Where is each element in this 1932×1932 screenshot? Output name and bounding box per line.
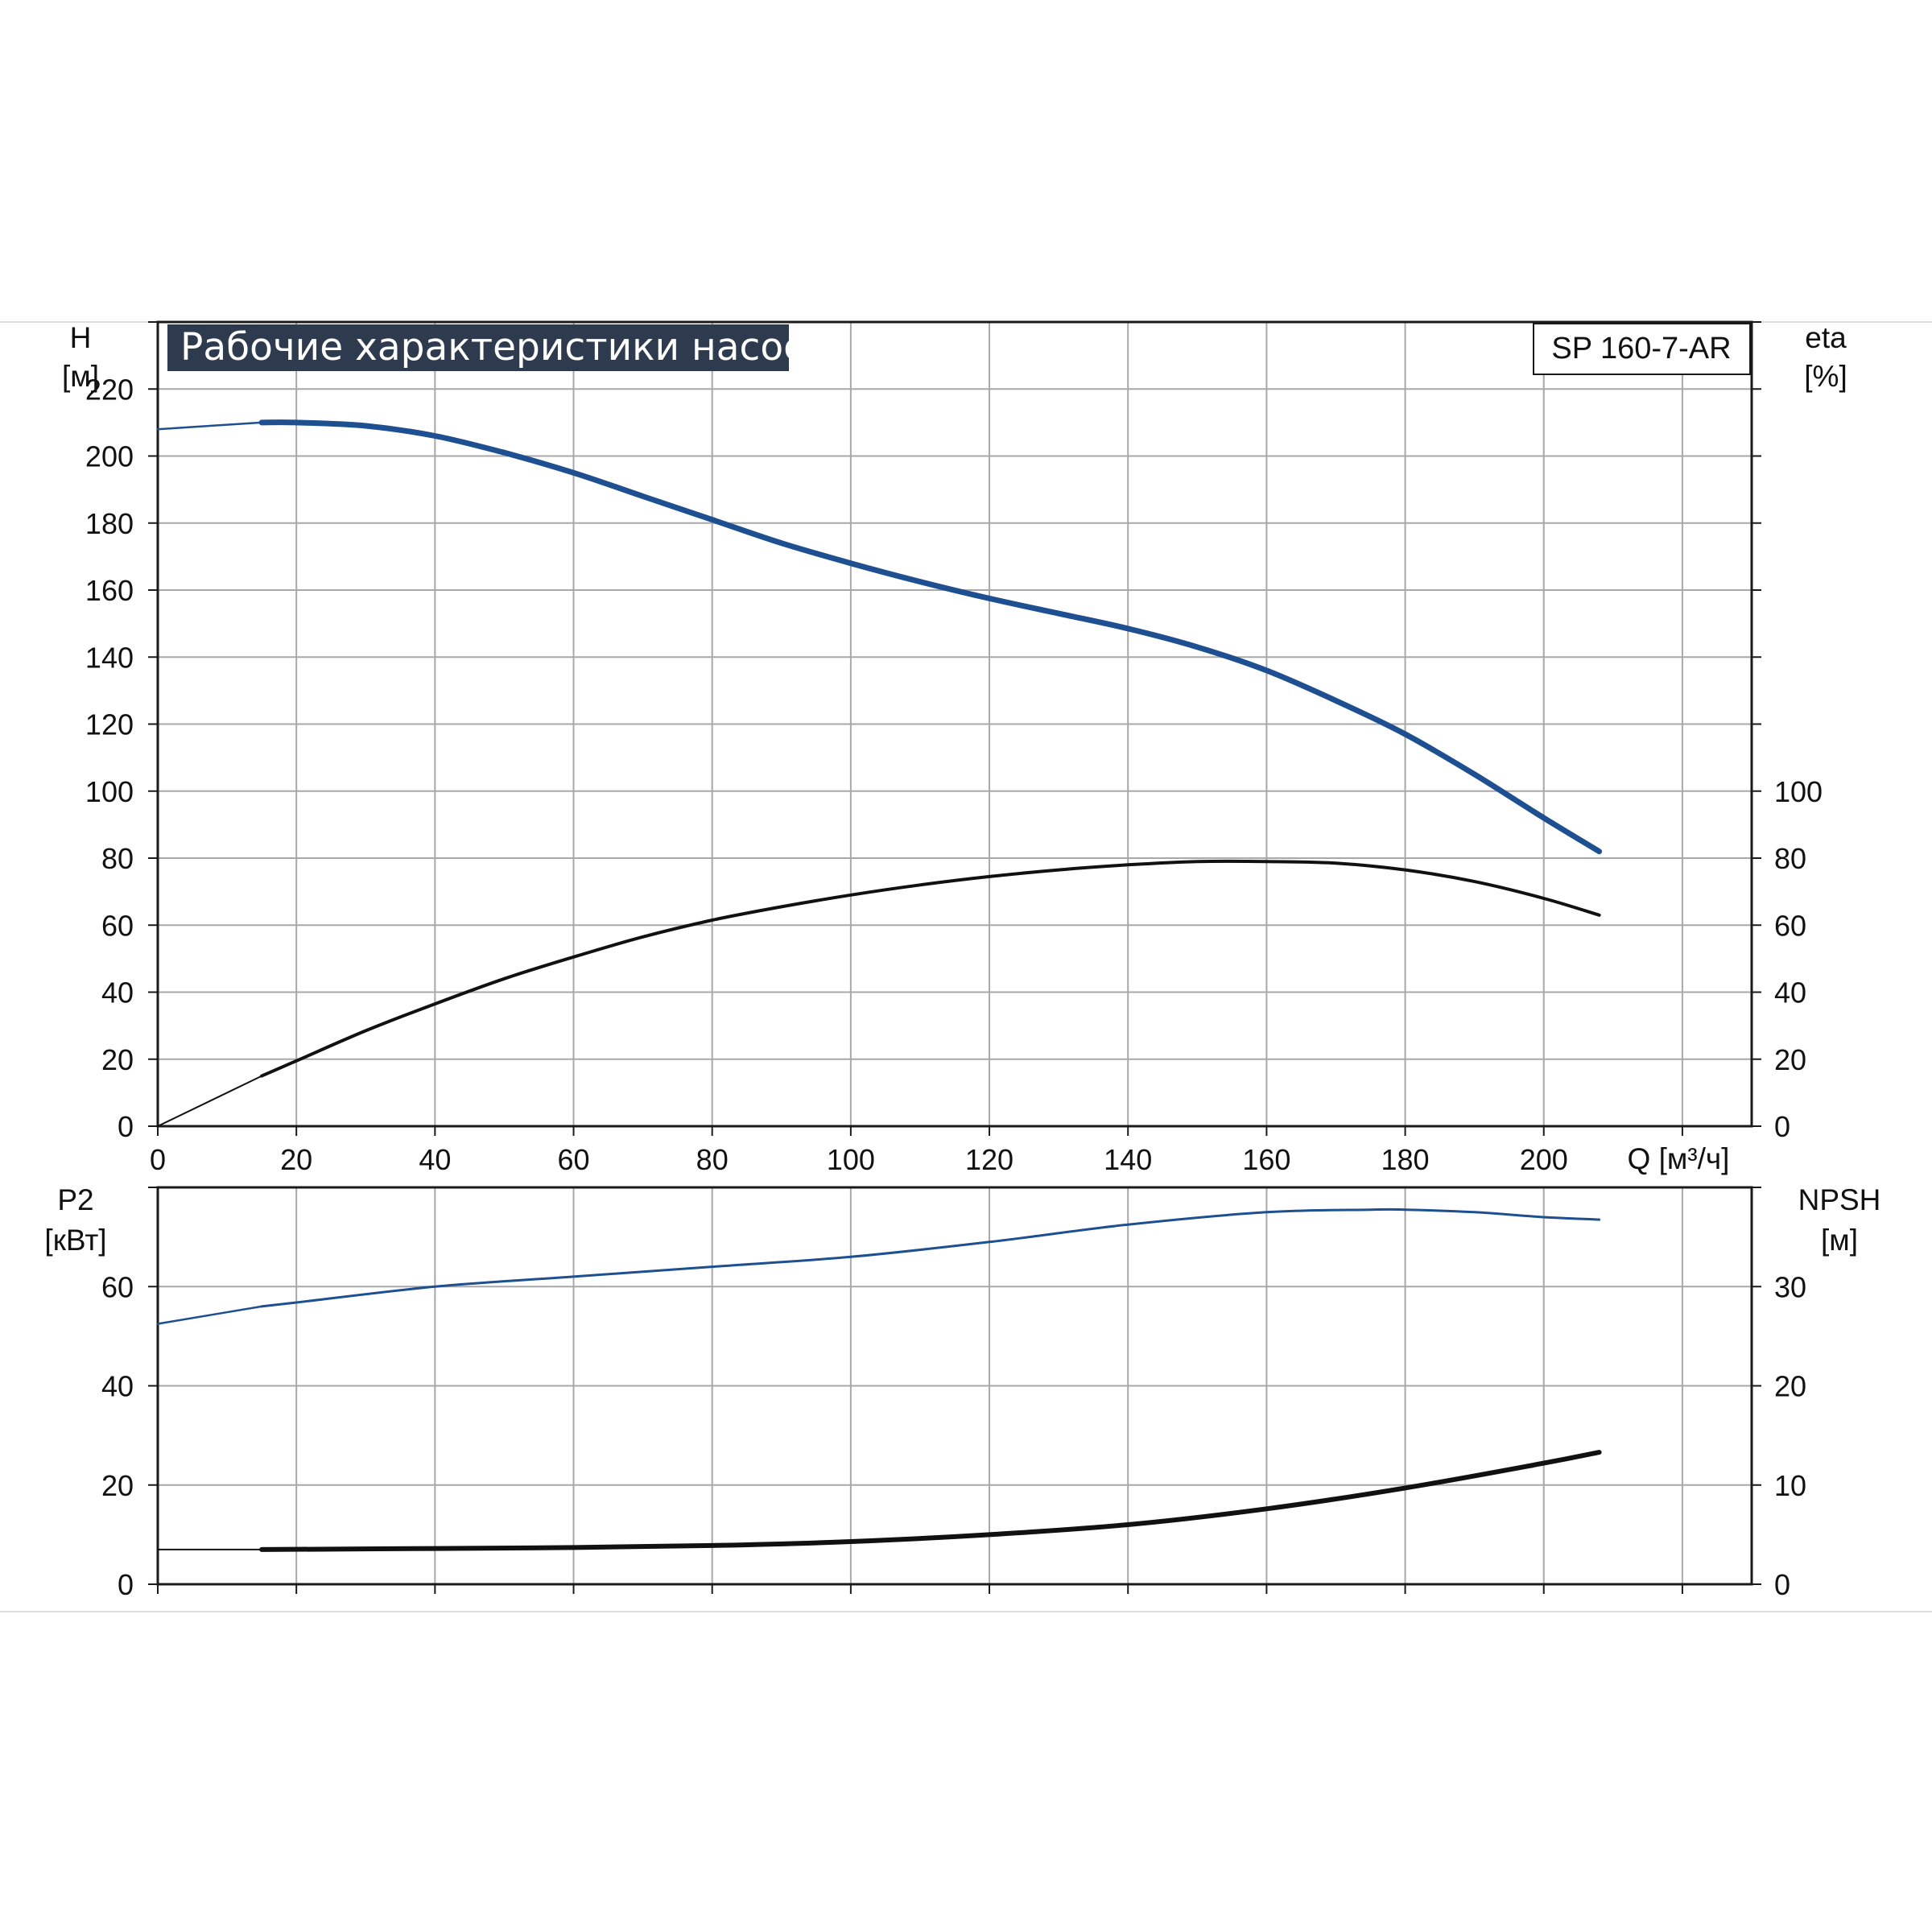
flow-axis-title: Q [м³/ч] [1628,1142,1730,1175]
head-chart-ticks: 0 20 40 60 80 100 120 140 160 180 2000204060801001… [85,321,1823,1176]
npsh-axis-unit: [м] [1821,1224,1858,1257]
efficiency-axis-unit: [%] [1804,360,1847,393]
efficiency-tick-label: 60 [1774,909,1806,942]
power-tick-label: 0 [118,1568,134,1601]
head-tick-label: 120 [85,708,134,741]
series-layer [156,419,1603,1552]
npsh-tick-label: 0 [1774,1568,1790,1601]
npsh-tick-label: 20 [1774,1370,1806,1403]
power-axis-unit: [кВт] [44,1224,106,1257]
head-axis-unit: [м] [62,360,99,393]
efficiency-curve [260,859,1601,1078]
power-curve-extension [156,1305,263,1325]
head-tick-label: 0 [118,1110,134,1143]
x-tick-label: 180 [1381,1143,1430,1176]
x-tick-label: 20 [280,1143,312,1176]
x-tick-label: 160 [1242,1143,1290,1176]
head-tick-label: 20 [101,1043,134,1076]
x-tick-label: 200 [1520,1143,1568,1176]
head-tick-label: 60 [101,909,134,942]
head-tick-label: 220 [85,373,134,406]
power-chart-ticks: 0 20 40 60 0 10 20 30 [101,1187,1806,1601]
x-tick-label: 140 [1104,1143,1152,1176]
head-axis-title: H [70,321,92,354]
x-tick-label: 60 [557,1143,589,1176]
power-tick-label: 60 [101,1270,134,1303]
head-curve [258,419,1603,855]
x-tick-label: 40 [419,1143,451,1176]
npsh-axis-title: NPSH [1798,1183,1881,1216]
head-tick-label: 80 [101,842,134,875]
npsh-curve [259,1450,1602,1552]
head-tick-label: 140 [85,641,134,674]
model-label: SP 160-7-AR [1551,332,1731,365]
head-tick-label: 200 [85,440,134,473]
model-box [1533,323,1751,375]
efficiency-axis-title: eta [1805,321,1847,354]
title-banner [167,324,789,371]
x-tick-label: 0 [150,1143,166,1176]
npsh-tick-label: 30 [1774,1270,1806,1303]
efficiency-curve-extension [157,1075,263,1127]
head-chart-grid [157,321,1752,1127]
x-tick-label: 80 [696,1143,729,1176]
efficiency-tick-label: 80 [1774,842,1806,875]
npsh-tick-label: 10 [1774,1469,1806,1502]
chart-title: Рабочие характеристики насоса [180,325,828,369]
efficiency-tick-label: 20 [1774,1043,1806,1076]
head-curve-extension [156,421,263,431]
power-curve [260,1208,1601,1308]
efficiency-tick-label: 100 [1774,775,1823,808]
x-tick-label: 100 [827,1143,875,1176]
head-tick-label: 180 [85,507,134,540]
head-tick-label: 40 [101,976,134,1009]
efficiency-tick-label: 0 [1774,1110,1790,1143]
efficiency-tick-label: 40 [1774,976,1806,1009]
x-tick-label: 120 [965,1143,1013,1176]
power-axis-title: P2 [57,1183,93,1216]
power-tick-label: 20 [101,1469,134,1502]
head-tick-label: 100 [85,775,134,808]
head-tick-label: 160 [85,574,134,607]
power-tick-label: 40 [101,1370,134,1403]
